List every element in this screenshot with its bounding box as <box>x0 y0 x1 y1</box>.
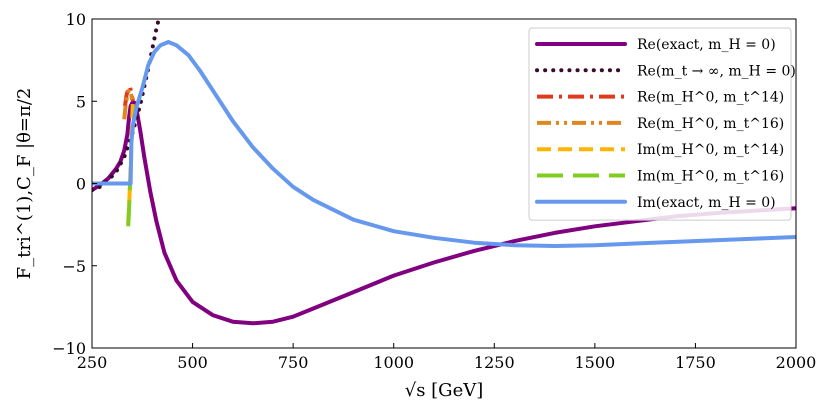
x-tick-label: 500 <box>177 353 208 372</box>
legend: Re(exact, m_H = 0) Re(m_t → ∞, m_H = 0) Re… <box>528 27 796 221</box>
series-line-4 <box>126 97 135 224</box>
x-tick-label: 750 <box>278 353 309 372</box>
legend-label: Im(m_H^0, m_t^16) <box>637 169 784 185</box>
y-tick-label: 10 <box>66 10 86 29</box>
x-axis-label: √s [GeV] <box>405 380 484 401</box>
series-line-2 <box>123 84 135 107</box>
x-tick-label: 1250 <box>474 353 515 372</box>
series-line-6 <box>92 40 796 248</box>
series-line-5 <box>126 180 133 227</box>
ticks-layer: 250 500 750 1000 1250 1500 1750 2000 10 5 0 −5 −10 <box>52 10 816 372</box>
x-tick-label: 1000 <box>373 353 414 372</box>
legend-label: Im(m_H^0, m_t^14) <box>637 142 784 158</box>
legend-label: Re(m_H^0, m_t^16) <box>637 116 784 132</box>
legend-label: Re(m_t → ∞, m_H = 0) <box>637 63 796 79</box>
legend-box <box>528 27 792 221</box>
y-tick-label: 0 <box>76 175 86 194</box>
y-axis-label: F_tri^(1),C_F |θ=π/2 <box>14 88 35 280</box>
series-line-3 <box>122 87 135 120</box>
series-layer <box>92 19 796 326</box>
legend-label: Re(m_H^0, m_t^14) <box>637 90 784 106</box>
x-tick-label: 2000 <box>776 353 817 372</box>
x-tick-label: 1500 <box>574 353 615 372</box>
y-tick-label: −10 <box>52 339 86 358</box>
x-tick-label: 250 <box>77 353 108 372</box>
x-tick-label: 1750 <box>675 353 716 372</box>
legend-label: Re(exact, m_H = 0) <box>637 37 776 53</box>
legend-label: Im(exact, m_H = 0) <box>637 195 776 211</box>
series-line-0 <box>92 100 796 326</box>
y-tick-label: 5 <box>76 92 86 111</box>
y-tick-label: −5 <box>62 257 86 276</box>
